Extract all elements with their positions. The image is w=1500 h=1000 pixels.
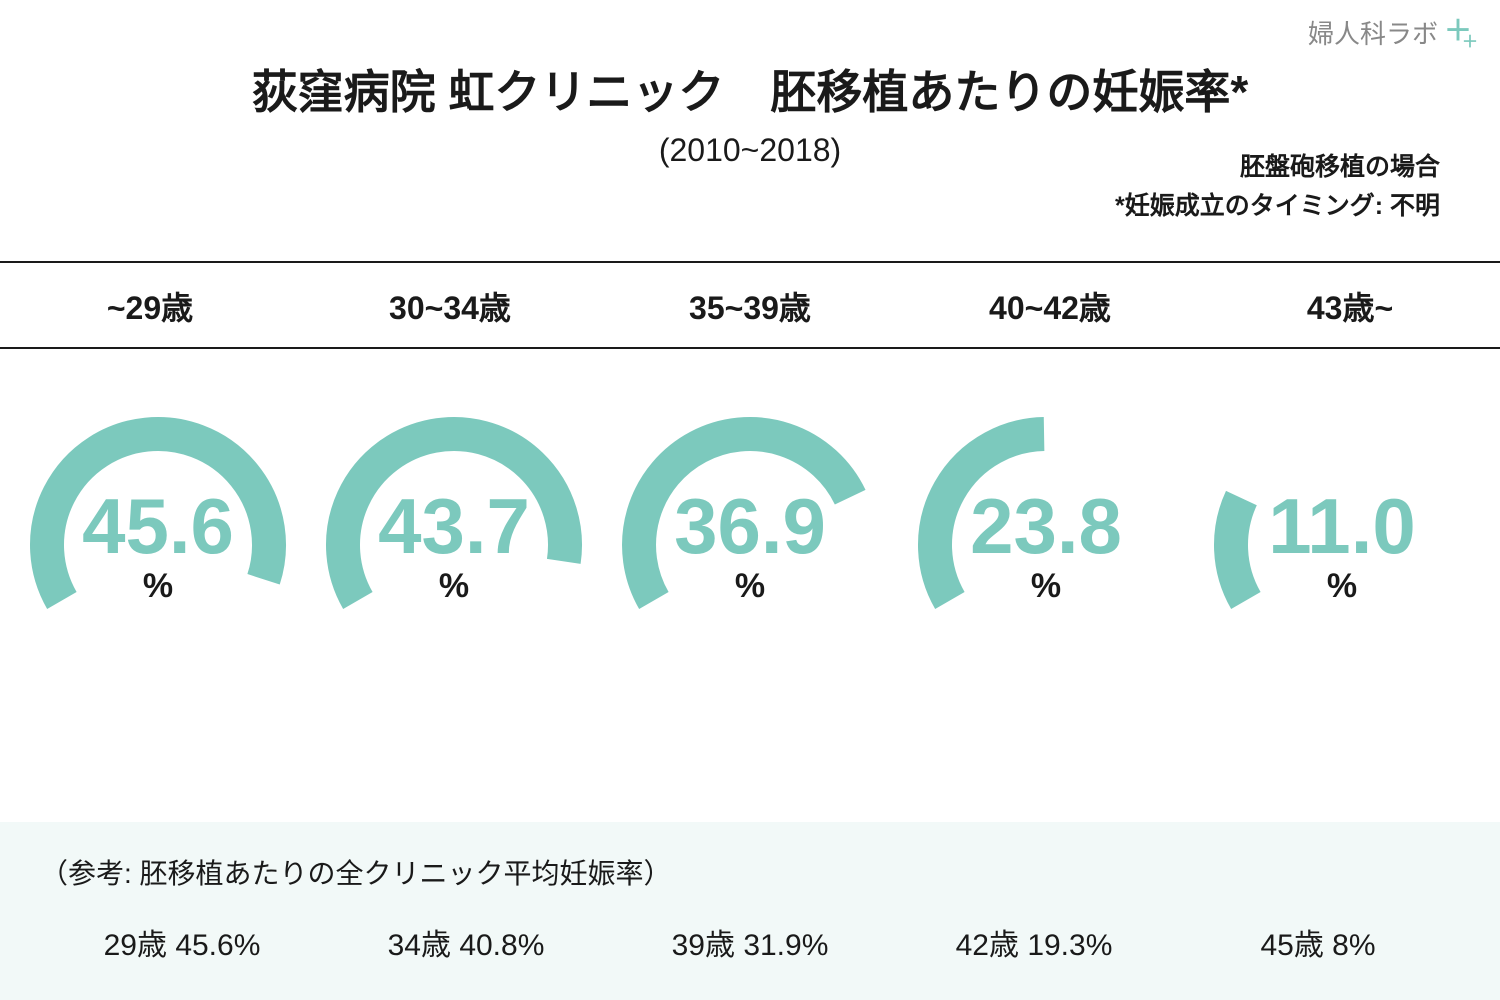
gauge-cell: 36.9% <box>602 385 898 705</box>
gauge-label: 36.9% <box>620 415 880 675</box>
footer-item: 34歳 40.8% <box>324 920 608 964</box>
column-header: ~29歳 <box>0 263 300 347</box>
gauge-value: 43.7 <box>378 487 530 565</box>
footer-item: 45歳 8% <box>1176 920 1460 964</box>
gauge-label: 43.7% <box>324 415 584 675</box>
gauge-value: 45.6 <box>82 487 234 565</box>
notes-block: 胚盤砲移植の場合 *妊娠成立のタイミング: 不明 <box>1115 148 1440 226</box>
gauge: 45.6% <box>28 415 288 675</box>
brand-logo-mark: ＋ ＋ <box>1444 17 1476 49</box>
footer-item: 39歳 31.9% <box>608 920 892 964</box>
brand-logo: 婦人科ラボ ＋ ＋ <box>1308 14 1476 51</box>
note-line: 胚盤砲移植の場合 <box>1115 148 1440 187</box>
gauge-unit: % <box>1327 569 1357 603</box>
note-line: *妊娠成立のタイミング: 不明 <box>1115 187 1440 226</box>
gauge: 43.7% <box>324 415 584 675</box>
footer-reference: （参考: 胚移植あたりの全クリニック平均妊娠率） 29歳 45.6% 34歳 4… <box>0 822 1500 1000</box>
column-headers: ~29歳 30~34歳 35~39歳 40~42歳 43歳~ <box>0 261 1500 349</box>
gauge-unit: % <box>1031 569 1061 603</box>
gauge-label: 11.0% <box>1212 415 1472 675</box>
gauge: 36.9% <box>620 415 880 675</box>
gauge-cell: 45.6% <box>10 385 306 705</box>
gauge-value: 11.0 <box>1268 487 1416 565</box>
gauges-row: 45.6% 43.7% 36.9% 23.8% 11.0% <box>0 385 1500 705</box>
column-header: 30~34歳 <box>300 263 600 347</box>
page-title: 荻窪病院 虹クリニック 胚移植あたりの妊娠率* <box>0 56 1500 122</box>
gauge-cell: 43.7% <box>306 385 602 705</box>
column-header: 40~42歳 <box>900 263 1200 347</box>
gauge-value: 36.9 <box>674 487 826 565</box>
gauge-unit: % <box>735 569 765 603</box>
gauge: 23.8% <box>916 415 1176 675</box>
gauge-cell: 11.0% <box>1194 385 1490 705</box>
column-header: 43歳~ <box>1200 263 1500 347</box>
gauge-cell: 23.8% <box>898 385 1194 705</box>
footer-title: （参考: 胚移植あたりの全クリニック平均妊娠率） <box>40 852 1460 892</box>
footer-item: 42歳 19.3% <box>892 920 1176 964</box>
gauge-unit: % <box>143 569 173 603</box>
column-header: 35~39歳 <box>600 263 900 347</box>
footer-item: 29歳 45.6% <box>40 920 324 964</box>
gauge-value: 23.8 <box>970 487 1122 565</box>
header: 荻窪病院 虹クリニック 胚移植あたりの妊娠率* (2010~2018) <box>0 0 1500 169</box>
gauge-label: 23.8% <box>916 415 1176 675</box>
brand-logo-text: 婦人科ラボ <box>1308 14 1438 51</box>
gauge: 11.0% <box>1212 415 1472 675</box>
footer-row: 29歳 45.6% 34歳 40.8% 39歳 31.9% 42歳 19.3% … <box>40 920 1460 964</box>
gauge-label: 45.6% <box>28 415 288 675</box>
gauge-unit: % <box>439 569 469 603</box>
plus-icon-small: ＋ <box>1462 35 1478 51</box>
